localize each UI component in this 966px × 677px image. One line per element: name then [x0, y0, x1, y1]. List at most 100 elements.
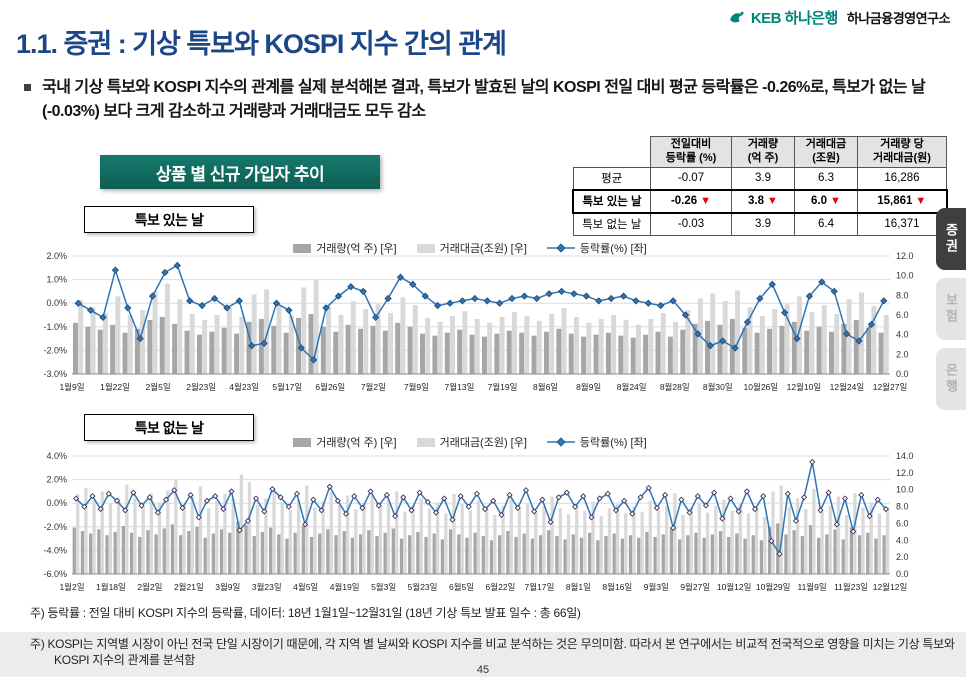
svg-text:4월23일: 4월23일: [229, 382, 259, 392]
svg-text:10.0: 10.0: [896, 485, 914, 495]
table-corner-cell: [573, 137, 651, 168]
table-cell: 6.0 ▼: [794, 188, 858, 214]
svg-text:4.0: 4.0: [896, 330, 909, 340]
svg-text:2월5일: 2월5일: [146, 382, 171, 392]
table-row: 평균 -0.07 3.9 6.3 16,286: [572, 166, 947, 190]
row-label: 특보 없는 날: [572, 212, 651, 236]
legend-volume-item: 거래량(억 주) [우]: [293, 434, 397, 450]
svg-text:6월5일: 6월5일: [449, 582, 474, 592]
table-cell: 6.4: [794, 212, 858, 236]
svg-text:6월22일: 6월22일: [486, 582, 516, 592]
side-tab-증권[interactable]: 증권: [936, 208, 966, 270]
legend-rate-label: 등락률(%) [좌]: [579, 437, 647, 449]
svg-text:0.0%: 0.0%: [46, 498, 67, 508]
chart2-legend: 거래량(억 주) [우] 거래대금(조원) [우] 등락률(%) [좌]: [30, 434, 910, 450]
page-title: 1.1. 증권 : 기상 특보와 KOSPI 지수 간의 관계: [16, 29, 507, 59]
table-cell: 3.9: [731, 166, 795, 190]
svg-text:8월28일: 8월28일: [660, 382, 690, 392]
svg-text:4.0%: 4.0%: [46, 451, 67, 461]
svg-text:7월2일: 7월2일: [361, 382, 386, 392]
chart1-area: 2.0% 1.0% 0.0% -1.0% -2.0% -3.0% 12.0 10.0 8.0 6.…: [26, 250, 938, 401]
row-label: 평균: [572, 166, 651, 190]
legend-rate-item: 등락률(%) [좌]: [546, 240, 647, 256]
svg-text:8월30일: 8월30일: [703, 382, 733, 392]
svg-text:10월26일: 10월26일: [744, 382, 779, 392]
svg-text:2.0%: 2.0%: [46, 251, 67, 261]
svg-text:8월24일: 8월24일: [617, 382, 647, 392]
bullet-square-icon: [24, 84, 31, 91]
svg-text:4.0: 4.0: [896, 535, 909, 545]
down-arrow-icon: ▼: [830, 195, 841, 207]
legend-value-item: 거래대금(조원) [우]: [416, 240, 527, 256]
side-tab-보험[interactable]: 보험: [936, 278, 966, 340]
svg-text:12월27일: 12월27일: [873, 382, 908, 392]
col-header-value: 거래대금 (조원): [794, 136, 858, 168]
down-arrow-icon: ▼: [700, 195, 712, 207]
svg-text:9월27일: 9월27일: [680, 582, 710, 592]
chart2-title-box: 특보 없는 날: [84, 414, 254, 441]
svg-text:6.0: 6.0: [896, 518, 909, 528]
col-header-change: 전일대비 등락률 (%): [650, 136, 732, 168]
svg-text:1월9일: 1월9일: [59, 382, 84, 392]
svg-text:1월22일: 1월22일: [100, 382, 130, 392]
table-cell: 3.8 ▼: [731, 188, 795, 214]
svg-text:0.0: 0.0: [896, 369, 909, 379]
svg-text:8.0: 8.0: [896, 502, 909, 512]
svg-text:1월2일: 1월2일: [59, 582, 84, 592]
svg-text:2.0%: 2.0%: [46, 475, 67, 485]
table-row: 특보 없는 날 -0.03 3.9 6.4 16,371: [572, 212, 947, 236]
svg-text:5월23일: 5월23일: [408, 582, 438, 592]
svg-text:7월9일: 7월9일: [404, 382, 429, 392]
svg-text:5월3일: 5월3일: [371, 582, 396, 592]
bottom-strip: [0, 632, 966, 677]
legend-volume-item: 거래량(억 주) [우]: [293, 240, 397, 256]
row-label: 특보 있는 날: [572, 188, 651, 214]
legend-volume-label: 거래량(억 주) [우]: [316, 243, 397, 255]
logo-bank-name: KEB 하나은행: [750, 10, 839, 27]
hana-bird-logo-icon: [730, 11, 744, 22]
svg-text:4월5일: 4월5일: [293, 582, 318, 592]
warning-days-chart: 2.0% 1.0% 0.0% -1.0% -2.0% -3.0% 12.0 10.0 8.0 6.…: [43, 251, 914, 392]
svg-text:10월12일: 10월12일: [717, 582, 752, 592]
volume-swatch-icon: [293, 243, 312, 253]
section-banner: 상품 별 신규 가입자 추이: [100, 155, 380, 189]
svg-text:2월2일: 2월2일: [137, 582, 162, 592]
rate-line-icon: [546, 437, 575, 447]
svg-text:5월17일: 5월17일: [272, 382, 302, 392]
svg-text:8월9일: 8월9일: [576, 382, 601, 392]
svg-text:-2.0%: -2.0%: [43, 345, 67, 355]
down-arrow-icon: ▼: [915, 195, 927, 207]
svg-text:8.0: 8.0: [896, 290, 909, 300]
svg-text:12.0: 12.0: [896, 468, 914, 478]
svg-text:-2.0%: -2.0%: [43, 522, 67, 532]
svg-text:12월24일: 12월24일: [830, 382, 865, 392]
svg-text:-3.0%: -3.0%: [43, 369, 67, 379]
chart2-area: 4.0% 2.0% 0.0% -2.0% -4.0% -6.0% 14.0 12.0 10.0 8…: [26, 450, 938, 601]
svg-text:-1.0%: -1.0%: [43, 322, 67, 332]
rate-line-icon: [546, 243, 575, 253]
svg-text:2월21일: 2월21일: [174, 582, 204, 592]
down-arrow-icon: ▼: [767, 195, 778, 207]
svg-text:-6.0%: -6.0%: [43, 569, 67, 579]
svg-text:2.0: 2.0: [896, 552, 909, 562]
footnote-rate-definition: 주) 등락률 : 전일 대비 KOSPI 지수의 등락률, 데이터: 18년 1…: [30, 606, 581, 620]
table-cell: 16,286: [857, 166, 947, 190]
side-tab-은행[interactable]: 은행: [936, 348, 966, 410]
col-header-value-per-volume: 거래량 당 거래대금(원): [857, 136, 947, 168]
table-cell: 3.9: [731, 212, 795, 236]
svg-text:0.0%: 0.0%: [46, 298, 67, 308]
legend-volume-label: 거래량(억 주) [우]: [316, 437, 397, 449]
legend-rate-item: 등락률(%) [좌]: [546, 434, 647, 450]
svg-text:8월6일: 8월6일: [533, 382, 558, 392]
chart1-title-box: 특보 있는 날: [84, 206, 254, 233]
svg-text:2월23일: 2월23일: [186, 382, 216, 392]
summary-text: 국내 기상 특보와 KOSPI 지수의 관계를 실제 분석해본 결과, 특보가 …: [42, 79, 926, 120]
svg-text:8월16일: 8월16일: [602, 582, 632, 592]
svg-text:7월13일: 7월13일: [445, 382, 475, 392]
svg-text:3월23일: 3월23일: [252, 582, 282, 592]
value-swatch-icon: [416, 437, 435, 447]
svg-text:12.0: 12.0: [896, 251, 914, 261]
legend-rate-label: 등락률(%) [좌]: [579, 243, 647, 255]
